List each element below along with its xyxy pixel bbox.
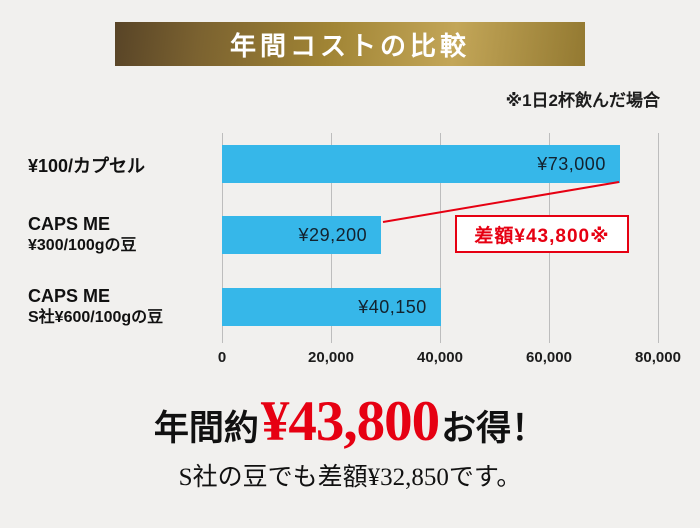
bar-label-capsule: ¥100/カプセル: [28, 155, 145, 178]
usage-note: ※1日2杯飲んだ場合: [505, 91, 660, 110]
title-banner: 年間コストの比較: [115, 22, 585, 66]
page-title: 年間コストの比較: [229, 31, 470, 61]
savings-prefix: 年間約: [153, 409, 259, 448]
bar-label-line: ¥100/カプセル: [28, 156, 146, 176]
bar-label-capsme-300: CAPS ME ¥300/100gの豆: [28, 213, 137, 256]
cost-comparison-chart: ¥100/カプセル CAPS ME ¥300/100gの豆 CAPS ME S社…: [0, 125, 700, 375]
bar-value-label: ¥40,150: [358, 296, 427, 317]
bar-capsule-cost: ¥73,000: [222, 145, 620, 183]
bar-label-capsme-s600: CAPS ME S社¥600/100gの豆: [28, 285, 163, 328]
x-tick-label: 0: [217, 349, 227, 366]
bar-label-line: CAPS ME: [28, 286, 111, 306]
savings-suffix: お得！: [441, 409, 547, 448]
savings-subline: S社の豆でも差額¥32,850です。: [178, 464, 522, 491]
savings-headline: 年間約 ¥43,800 お得！: [0, 389, 700, 454]
savings-amount: ¥43,800: [260, 390, 440, 453]
bar-capsme-s-cost: ¥40,150: [222, 288, 441, 326]
x-tick-label: 40,000: [417, 349, 463, 366]
bar-capsme-cost: ¥29,200: [222, 216, 382, 254]
bar-label-line: S社¥600/100gの豆: [28, 308, 164, 326]
difference-callout: 差額¥43,800※: [455, 215, 629, 253]
gridline: [440, 133, 441, 343]
x-tick-label: 80,000: [635, 349, 681, 366]
gridline: [658, 133, 659, 343]
x-axis: 0 20,000 40,000 60,000 80,000: [218, 349, 681, 369]
cost-comparison-infographic: 年間コストの比較 ※1日2杯飲んだ場合 ¥100/カプセル CAPS ME ¥3…: [0, 22, 700, 528]
bar-label-line: ¥300/100gの豆: [28, 236, 137, 254]
bar-value-label: ¥29,200: [298, 224, 368, 245]
x-tick-label: 20,000: [308, 349, 354, 366]
bar-label-line: CAPS ME: [28, 214, 111, 234]
plot-area: ¥73,000 ¥29,200 ¥40,150 0 20,000 40,000 60,…: [218, 125, 681, 375]
x-tick-label: 60,000: [526, 349, 572, 366]
bar-value-label: ¥73,000: [537, 153, 606, 174]
